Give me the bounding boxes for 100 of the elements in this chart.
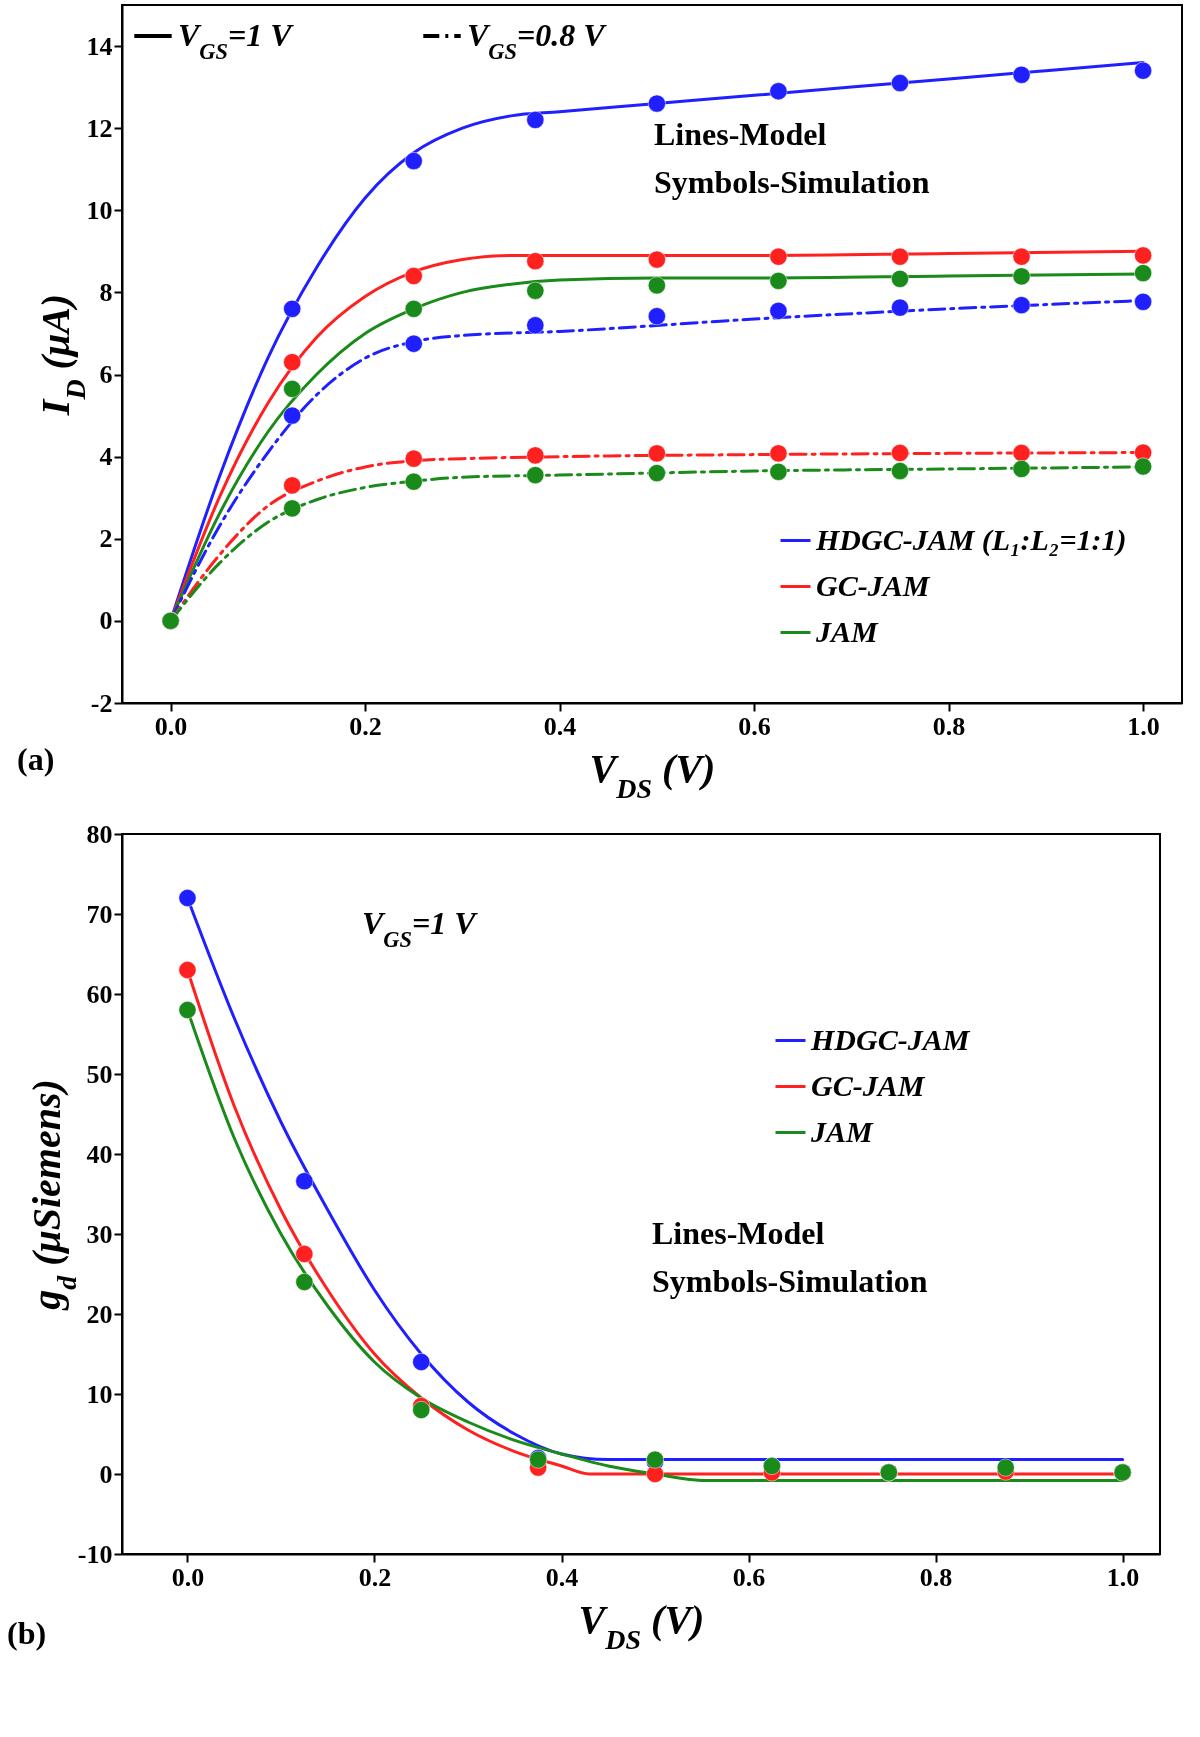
point: [526, 316, 545, 335]
x-tick-label: 0.6: [738, 711, 771, 741]
y-tick-label: 70: [86, 899, 113, 929]
y-tick-label: 12: [86, 113, 113, 143]
point: [891, 444, 909, 462]
legend-label: HDGC-JAM (L₁:L₂=1:1): [815, 522, 1127, 557]
point: [295, 1172, 314, 1191]
point: [891, 269, 909, 288]
legend-label: GC-JAM: [816, 568, 931, 602]
x-axis-title: V$_{DS}$ (V): [578, 1596, 705, 1654]
point: [647, 250, 666, 269]
x-axis-title: V$_{DS}$ (V): [589, 745, 716, 803]
annotation: Lines-Model: [654, 116, 827, 152]
annotation: Lines-Model: [652, 1215, 825, 1251]
point: [647, 444, 666, 463]
y-tick-label: 2: [99, 524, 113, 554]
y-tick-label: 40: [86, 1139, 113, 1169]
point: [891, 74, 909, 92]
point: [404, 334, 423, 353]
point: [1012, 267, 1031, 286]
point: [769, 444, 788, 463]
y-tick-label: 80: [86, 819, 113, 849]
x-tick-label: 0.0: [171, 1562, 205, 1592]
point: [283, 406, 302, 425]
point: [769, 462, 788, 481]
point: [647, 276, 666, 295]
y-tick-label: 10: [86, 195, 113, 225]
point: [404, 299, 423, 318]
point: [178, 961, 197, 979]
point: [1012, 65, 1031, 84]
point: [295, 1273, 314, 1291]
y-tick-label: 50: [86, 1059, 113, 1089]
y-tick-label: 0: [99, 1459, 113, 1489]
annotation: Symbols-Simulation: [654, 164, 930, 200]
point: [526, 252, 545, 271]
point: [647, 307, 666, 326]
text: (a): [17, 741, 55, 777]
point: [404, 267, 423, 285]
y-tick-label: 10: [86, 1379, 113, 1409]
y-tick-label: 14: [86, 31, 113, 61]
point: [891, 247, 909, 266]
legend-label: GC-JAM: [811, 1068, 926, 1102]
point: [526, 466, 545, 485]
point: [1134, 61, 1153, 80]
x-tick-label: 0.8: [932, 711, 966, 741]
point: [769, 247, 788, 266]
y-tick-label: 8: [99, 277, 113, 307]
x-tick-label: 0.2: [349, 711, 382, 741]
y-tick-label: 20: [86, 1299, 113, 1329]
point: [1134, 457, 1153, 476]
text: (b): [7, 1615, 47, 1651]
point: [891, 462, 909, 480]
point: [178, 1001, 197, 1019]
annotation: V$_{GS}$=1 V: [178, 17, 295, 64]
x-tick-label: 0.8: [919, 1562, 953, 1592]
point: [1134, 264, 1153, 283]
y-tick-label: -2: [90, 688, 113, 718]
point: [647, 94, 666, 113]
point: [1012, 247, 1031, 266]
x-tick-label: 1.0: [1127, 711, 1160, 741]
x-tick-label: 0.6: [732, 1562, 766, 1592]
legend-label: JAM: [815, 614, 880, 648]
y-tick-label: 60: [86, 979, 113, 1009]
legend-label: HDGC-JAM: [810, 1022, 971, 1056]
point: [1012, 444, 1031, 462]
x-tick-label: 0.0: [154, 711, 188, 741]
point: [404, 472, 423, 491]
point: [526, 111, 545, 129]
point: [769, 272, 788, 290]
x-tick-label: 0.2: [358, 1562, 392, 1592]
point: [404, 449, 423, 468]
legend-label: JAM: [810, 1114, 875, 1148]
point: [283, 499, 302, 518]
y-tick-label: -10: [77, 1539, 113, 1569]
point: [283, 476, 302, 495]
point: [891, 298, 909, 317]
x-tick-label: 0.4: [545, 1562, 579, 1592]
point: [404, 152, 423, 170]
point: [526, 446, 545, 465]
x-tick-label: 0.4: [543, 711, 577, 741]
point: [647, 464, 666, 482]
y-tick-label: 0: [99, 606, 113, 636]
point: [283, 299, 302, 318]
point: [1012, 460, 1031, 478]
annotation: V$_{GS}$=0.8 V: [467, 17, 608, 64]
point: [178, 889, 197, 907]
y-tick-label: 30: [86, 1219, 113, 1249]
point: [1134, 292, 1153, 311]
point: [526, 281, 545, 300]
point: [996, 1458, 1015, 1477]
annotation: V$_{GS}$=1 V: [362, 905, 479, 952]
point: [295, 1245, 314, 1263]
point: [283, 380, 302, 398]
annotation: Symbols-Simulation: [652, 1263, 928, 1299]
point: [769, 302, 788, 320]
point: [283, 353, 302, 372]
point: [412, 1353, 431, 1371]
y-tick-label: 6: [99, 360, 113, 390]
x-tick-label: 1.0: [1106, 1562, 1140, 1592]
point: [769, 82, 788, 101]
